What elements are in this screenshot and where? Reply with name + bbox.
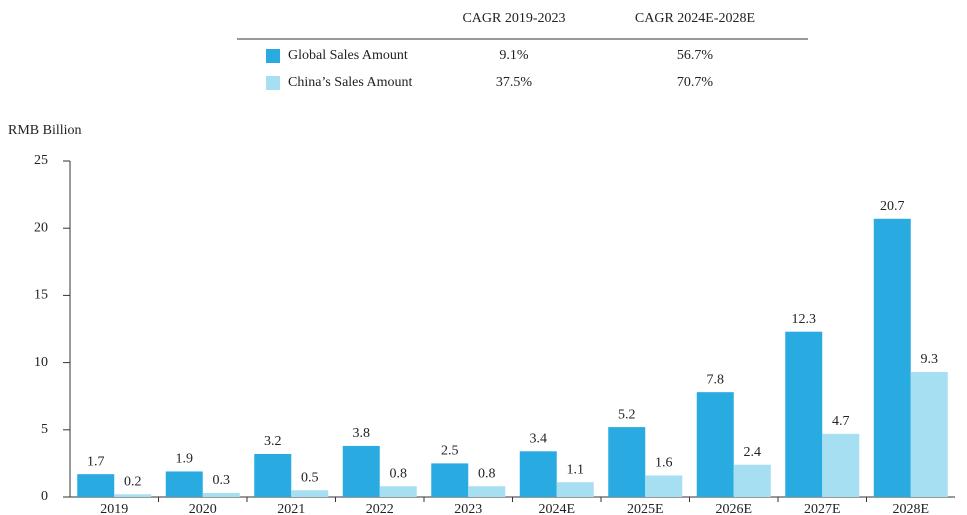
data-label: 1.9 xyxy=(176,452,194,467)
legend-cagr: 9.1% xyxy=(499,48,529,63)
bar xyxy=(468,486,506,497)
bar xyxy=(822,433,860,497)
bar xyxy=(645,475,683,497)
data-label: 2.4 xyxy=(744,445,762,460)
data-label: 7.8 xyxy=(707,372,725,387)
legend-cagr: 37.5% xyxy=(496,75,533,90)
data-label: 5.2 xyxy=(618,407,636,422)
legend-cagr: 56.7% xyxy=(677,48,714,63)
bar xyxy=(254,453,292,497)
bar xyxy=(785,331,823,497)
y-axis-label: RMB Billion xyxy=(8,123,82,138)
y-tick-label: 0 xyxy=(41,489,48,504)
bar xyxy=(519,451,557,497)
data-label: 1.7 xyxy=(87,454,105,469)
data-label: 4.7 xyxy=(832,414,850,429)
bar xyxy=(202,492,240,497)
data-label: 0.3 xyxy=(213,473,231,488)
data-label: 3.2 xyxy=(264,434,282,449)
data-label: 0.8 xyxy=(478,466,496,481)
y-tick-label: 15 xyxy=(34,288,48,303)
x-tick-label: 2026E xyxy=(715,502,752,515)
legend-cagr: 70.7% xyxy=(677,75,714,90)
x-tick-label: 2024E xyxy=(538,502,575,515)
bar xyxy=(342,445,380,497)
data-label: 3.8 xyxy=(353,426,371,441)
legend-header: CAGR 2024E-2028E xyxy=(635,11,755,26)
bar xyxy=(608,427,646,497)
x-tick-label: 2021 xyxy=(277,502,305,515)
data-label: 20.7 xyxy=(880,199,905,214)
bar xyxy=(696,392,734,497)
data-label: 3.4 xyxy=(530,432,548,447)
x-tick-label: 2022 xyxy=(366,502,394,515)
data-label: 0.2 xyxy=(124,475,142,490)
bar xyxy=(873,218,911,498)
y-tick-label: 5 xyxy=(41,422,48,437)
bar xyxy=(733,464,771,497)
bar xyxy=(431,463,469,497)
y-tick-label: 25 xyxy=(34,153,48,168)
x-tick-label: 2025E xyxy=(627,502,664,515)
legend-label: Global Sales Amount xyxy=(288,48,408,63)
bar xyxy=(379,486,417,497)
bar xyxy=(910,372,948,497)
bar xyxy=(77,474,115,497)
x-tick-label: 2023 xyxy=(454,502,482,515)
legend-swatch xyxy=(266,76,280,90)
y-tick-label: 20 xyxy=(34,220,48,235)
bar xyxy=(114,494,152,497)
x-tick-label: 2019 xyxy=(100,502,128,515)
data-label: 0.8 xyxy=(390,466,408,481)
data-label: 9.3 xyxy=(921,352,939,367)
data-label: 1.6 xyxy=(655,456,673,471)
bar xyxy=(556,482,594,497)
x-tick-label: 2027E xyxy=(804,502,841,515)
data-label: 2.5 xyxy=(441,444,459,459)
bar xyxy=(291,490,329,497)
x-tick-label: 2028E xyxy=(892,502,929,515)
bar xyxy=(165,471,203,497)
legend-label: China’s Sales Amount xyxy=(288,75,413,90)
data-label: 12.3 xyxy=(792,312,817,327)
data-label: 0.5 xyxy=(301,470,319,485)
y-tick-label: 10 xyxy=(34,355,48,370)
data-label: 1.1 xyxy=(567,462,585,477)
x-tick-label: 2020 xyxy=(189,502,217,515)
legend-swatch xyxy=(266,49,280,63)
legend-header: CAGR 2019-2023 xyxy=(462,11,565,26)
